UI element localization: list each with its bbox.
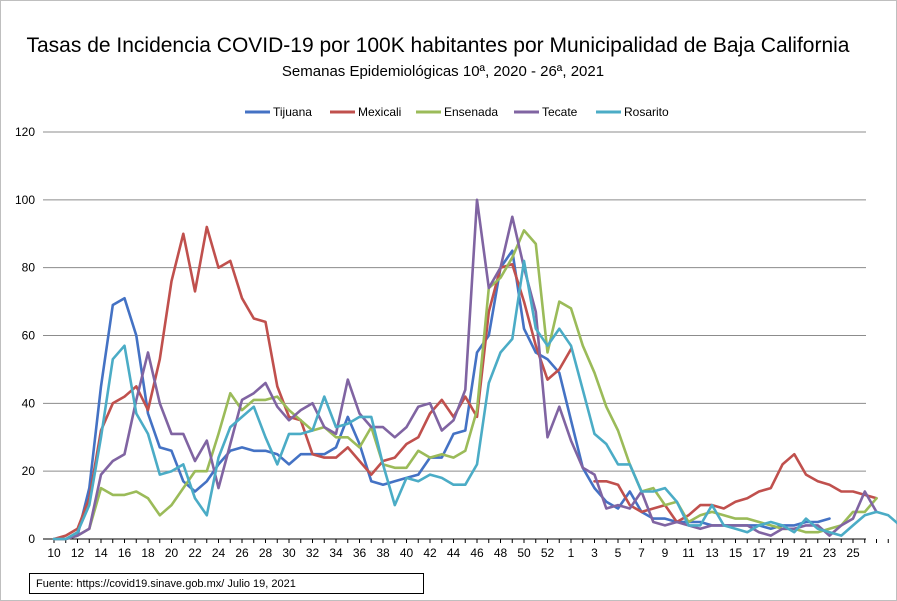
legend-label: Tecate	[542, 105, 578, 119]
x-tick-label: 30	[282, 546, 296, 560]
x-tick-label: 25	[846, 546, 860, 560]
x-tick-label: 36	[353, 546, 367, 560]
x-tick-label: 28	[259, 546, 273, 560]
x-tick-label: 9	[662, 546, 669, 560]
x-tick-label: 42	[423, 546, 437, 560]
series-line-tecate	[52, 198, 878, 541]
x-tick-label: 16	[118, 546, 132, 560]
x-tick-label: 22	[188, 546, 202, 560]
x-axis: 10 12 14 16 18 20 22 24 26 28 30 32 34 36 38 40 42 44 46 48…	[47, 539, 889, 560]
legend-label: Mexicali	[358, 105, 401, 119]
y-tick-label: 80	[22, 261, 36, 275]
y-axis: 0 20 40 60 80 100 120	[15, 125, 35, 546]
x-tick-label: 14	[94, 546, 108, 560]
x-tick-label: 5	[615, 546, 622, 560]
series-line-rosarito	[52, 259, 897, 541]
x-tick-label: 15	[729, 546, 743, 560]
y-tick-label: 100	[15, 193, 35, 207]
legend-label: Ensenada	[444, 105, 498, 119]
legend-label: Rosarito	[624, 105, 669, 119]
x-tick-label: 26	[235, 546, 249, 560]
legend-item: Rosarito	[596, 105, 669, 119]
x-tick-label: 11	[682, 546, 695, 560]
series-line-mexicali	[593, 452, 878, 524]
x-tick-label: 46	[470, 546, 484, 560]
x-tick-label: 40	[400, 546, 414, 560]
x-tick-label: 7	[638, 546, 645, 560]
x-tick-label: 52	[541, 546, 555, 560]
x-tick-label: 50	[517, 546, 531, 560]
y-tick-label: 0	[28, 532, 35, 546]
x-tick-label: 12	[71, 546, 85, 560]
y-tick-label: 60	[22, 329, 36, 343]
legend: Tijuana Mexicali Ensenada Tecate Rosarito	[245, 105, 669, 119]
x-tick-label: 13	[705, 546, 719, 560]
x-tick-label: 23	[823, 546, 837, 560]
x-tick-label: 10	[47, 546, 61, 560]
legend-item: Tijuana	[245, 105, 312, 119]
x-tick-label: 44	[447, 546, 461, 560]
legend-label: Tijuana	[273, 105, 312, 119]
x-tick-label: 18	[141, 546, 155, 560]
y-tick-label: 40	[22, 396, 36, 410]
chart-subtitle: Semanas Epidemiológicas 10ª, 2020 - 26ª,…	[282, 63, 604, 80]
series-line-mexicali	[52, 225, 573, 541]
x-tick-label: 38	[376, 546, 390, 560]
gridlines	[43, 131, 866, 540]
series-line-ensenada	[52, 229, 878, 541]
legend-item: Tecate	[514, 105, 578, 119]
x-tick-label: 24	[212, 546, 226, 560]
y-tick-label: 120	[15, 125, 35, 139]
source-note: Fuente: https://covid19.sinave.gob.mx/ J…	[29, 573, 424, 594]
x-tick-label: 19	[776, 546, 790, 560]
x-tick-label: 34	[329, 546, 343, 560]
x-tick-label: 17	[752, 546, 766, 560]
x-tick-label: 20	[165, 546, 179, 560]
y-tick-label: 20	[22, 464, 36, 478]
x-tick-label: 1	[568, 546, 575, 560]
plot-area	[52, 198, 897, 541]
series-line-tijuana	[52, 249, 831, 541]
legend-item: Mexicali	[330, 105, 401, 119]
x-tick-label: 3	[591, 546, 598, 560]
x-tick-label: 21	[799, 546, 813, 560]
legend-item: Ensenada	[416, 105, 498, 119]
chart-title: Tasas de Incidencia COVID-19 por 100K ha…	[27, 34, 850, 57]
x-tick-label: 32	[306, 546, 320, 560]
x-tick-label: 48	[494, 546, 508, 560]
